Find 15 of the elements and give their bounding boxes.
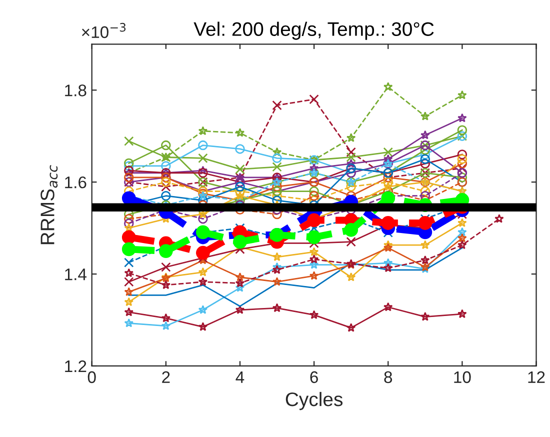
chart-title: Vel: 200 deg/s, Temp.: 30°C [194,22,434,40]
x-tick-label: 12 [528,371,545,383]
x-axis-title: Cycles [286,392,343,410]
y-axis-title: RRMS$_{acc}$ [40,165,58,244]
y-tick-label: 1.4 [65,268,87,280]
x-tick-label: 2 [162,371,170,383]
x-tick-label: 10 [454,371,471,384]
y-tick-label: 1.8 [65,84,86,96]
y-tick-label: 1.6 [65,176,86,188]
x-tick-label: 0 [88,371,96,384]
x-tick-label: 6 [310,371,318,384]
y-tick-label: 1.2 [65,360,86,372]
text: ×10$^{−3}$ [82,22,126,38]
x-tick-label: 8 [384,371,392,384]
x-tick-label: 4 [236,371,244,383]
